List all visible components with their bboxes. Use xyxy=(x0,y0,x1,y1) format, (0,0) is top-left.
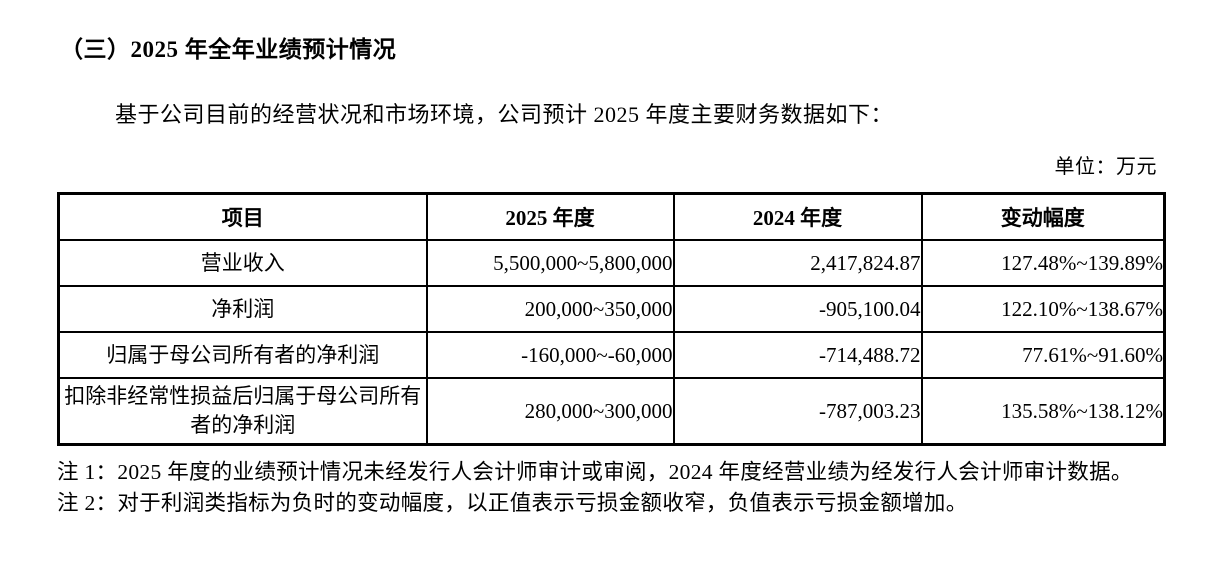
cell-change-value: 77.61%~91.60% xyxy=(920,331,1166,379)
col-header-2025: 2025 年度 xyxy=(425,192,675,241)
cell-2025-value: 280,000~300,000 xyxy=(425,377,675,446)
cell-change-value: 135.58%~138.12% xyxy=(920,377,1166,446)
cell-metric: 扣除非经常性损益后归属于母公司所有者的净利润 xyxy=(57,377,428,446)
note-2: 注 2：对于利润类指标为负时的变动幅度，以正值表示亏损金额收窄，负值表示亏损金额… xyxy=(57,491,968,515)
cell-change-value: 127.48%~139.89% xyxy=(920,239,1166,287)
cell-2024-value: -905,100.04 xyxy=(672,285,923,333)
cell-change-value: 122.10%~138.67% xyxy=(920,285,1166,333)
col-header-change: 变动幅度 xyxy=(920,192,1166,241)
col-header-2024: 2024 年度 xyxy=(672,192,923,241)
table-row: 净利润 200,000~350,000 -905,100.04 122.10%~… xyxy=(57,285,1166,333)
note-1: 注 1：2025 年度的业绩预计情况未经发行人会计师审计或审阅，2024 年度经… xyxy=(57,460,1133,484)
cell-metric: 净利润 xyxy=(57,285,428,333)
cell-2025-value: 5,500,000~5,800,000 xyxy=(425,239,675,287)
table-row: 营业收入 5,500,000~5,800,000 2,417,824.87 12… xyxy=(57,239,1166,287)
forecast-table: 项目 2025 年度 2024 年度 变动幅度 营业收入 5,500,000~5… xyxy=(57,192,1166,446)
cell-2025-value: 200,000~350,000 xyxy=(425,285,675,333)
cell-metric: 归属于母公司所有者的净利润 xyxy=(57,331,428,379)
col-header-item: 项目 xyxy=(57,192,428,241)
table-row: 归属于母公司所有者的净利润 -160,000~-60,000 -714,488.… xyxy=(57,331,1166,379)
section-title: （三）2025 年全年业绩预计情况 xyxy=(60,37,397,62)
table-row: 扣除非经常性损益后归属于母公司所有者的净利润 280,000~300,000 -… xyxy=(57,377,1166,446)
cell-2024-value: -714,488.72 xyxy=(672,331,923,379)
table-header-row: 项目 2025 年度 2024 年度 变动幅度 xyxy=(57,192,1166,241)
cell-metric: 营业收入 xyxy=(57,239,428,287)
cell-2024-value: 2,417,824.87 xyxy=(672,239,923,287)
footnotes: 注 1：2025 年度的业绩预计情况未经发行人会计师审计或审阅，2024 年度经… xyxy=(57,457,1173,519)
cell-2025-value: -160,000~-60,000 xyxy=(425,331,675,379)
unit-label: 单位：万元 xyxy=(1054,156,1157,178)
cell-2024-value: -787,003.23 xyxy=(672,377,923,446)
intro-paragraph: 基于公司目前的经营状况和市场环境，公司预计 2025 年度主要财务数据如下： xyxy=(115,102,894,127)
